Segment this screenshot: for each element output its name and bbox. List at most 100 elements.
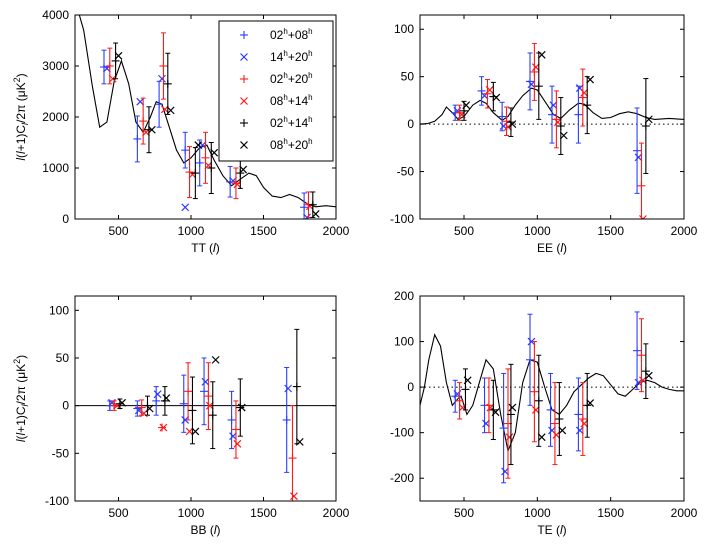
y-axis-label: l(l+1)Cl/2π (μK2) xyxy=(12,355,30,442)
data-point xyxy=(136,97,145,106)
data-point xyxy=(227,415,236,424)
x-axis-label: EE (l) xyxy=(537,241,567,255)
data-point xyxy=(295,437,304,446)
y-tick-label: 200 xyxy=(394,289,414,303)
data-point xyxy=(108,74,117,83)
data-point xyxy=(208,411,217,420)
data-point xyxy=(152,396,161,405)
legend-label: 14h+20h xyxy=(270,49,313,64)
y-tick-label: 0 xyxy=(62,212,69,226)
data-point xyxy=(644,115,653,124)
x-tick-label: 1000 xyxy=(524,506,551,520)
panel-tt: 500 1000 1500 2000 0 1000 2000 3000 4000 TT (l) l(… xyxy=(12,8,350,255)
x-tick-label: 2000 xyxy=(671,506,698,520)
data-point xyxy=(586,75,595,84)
plot-area xyxy=(75,328,336,501)
data-point xyxy=(155,100,164,109)
data-point xyxy=(526,77,534,86)
data-point xyxy=(210,148,219,157)
y-tick-label: 1000 xyxy=(42,161,69,175)
data-point xyxy=(461,385,470,394)
legend-item: 08h+20h xyxy=(240,137,313,152)
x-tick-label: 500 xyxy=(454,224,474,238)
y-tick-label: 0 xyxy=(407,117,414,131)
x-tick-label: 2000 xyxy=(323,224,350,238)
data-point xyxy=(308,200,317,209)
data-point xyxy=(233,180,242,189)
plot-area xyxy=(420,311,684,484)
data-point xyxy=(531,63,540,72)
data-point xyxy=(239,165,248,174)
legend-item: 02h+20h xyxy=(240,71,313,86)
y-tick-label: 50 xyxy=(401,70,415,84)
axes-frame xyxy=(419,295,685,502)
data-point xyxy=(181,146,190,155)
x-axis-label: TE (l) xyxy=(537,523,566,537)
data-point xyxy=(506,410,515,419)
data-point xyxy=(191,169,200,178)
x-tick-label: 1000 xyxy=(524,224,551,238)
x-tick-label: 1000 xyxy=(178,506,205,520)
x-tick-label: 500 xyxy=(454,506,474,520)
data-point xyxy=(491,408,500,417)
legend-box xyxy=(218,20,334,162)
data-point xyxy=(485,86,494,94)
data-point xyxy=(634,153,643,162)
data-point xyxy=(162,394,171,402)
data-point xyxy=(229,432,237,441)
data-point xyxy=(534,82,543,91)
data-point xyxy=(201,153,210,162)
legend-label: 02h+14h xyxy=(270,115,313,130)
data-point xyxy=(499,424,508,433)
y-tick-label: 100 xyxy=(394,22,414,36)
data-point xyxy=(204,392,213,401)
data-point xyxy=(537,433,546,442)
data-point xyxy=(508,120,517,129)
x-tick-label: 500 xyxy=(108,506,128,520)
axes-frame xyxy=(74,295,337,502)
x-tick-label: 2000 xyxy=(323,506,350,520)
data-point xyxy=(114,51,123,60)
data-point xyxy=(137,403,146,412)
x-tick-label: 500 xyxy=(108,224,128,238)
data-point xyxy=(179,399,188,408)
data-point xyxy=(236,403,245,412)
data-point xyxy=(583,101,592,110)
data-point xyxy=(574,110,583,119)
data-point xyxy=(160,396,169,405)
legend-marker xyxy=(240,97,248,105)
legend: 02h+08h 14h+20h 02h+20h 08h+14h 02h+14h 08h+2… xyxy=(218,20,334,162)
data-point xyxy=(477,86,486,95)
x-tick-label: 1500 xyxy=(250,506,277,520)
data-point xyxy=(207,164,216,172)
data-point xyxy=(639,215,647,219)
data-point xyxy=(105,62,114,70)
data-point xyxy=(559,131,568,140)
data-point xyxy=(163,79,172,88)
data-point xyxy=(181,203,190,212)
data-point xyxy=(546,405,555,414)
data-point xyxy=(508,403,517,412)
data-point xyxy=(556,122,565,131)
data-point xyxy=(100,63,108,72)
legend-item: 14h+20h xyxy=(240,49,313,64)
legend-item: 02h+14h xyxy=(240,115,313,130)
x-tick-label: 1500 xyxy=(250,224,277,238)
data-point xyxy=(482,419,490,428)
y-tick-label: 4000 xyxy=(42,8,69,22)
data-point xyxy=(534,396,543,405)
data-point xyxy=(191,427,200,436)
x-tick-label: 1500 xyxy=(597,224,624,238)
data-point xyxy=(552,431,561,439)
y-tick-label: -50 xyxy=(397,165,415,179)
data-point xyxy=(530,387,539,396)
data-point xyxy=(184,387,193,396)
legend-label: 08h+20h xyxy=(270,137,313,152)
data-point xyxy=(159,62,168,70)
data-point xyxy=(552,115,561,124)
legend-marker xyxy=(240,75,248,83)
y-tick-label: 3000 xyxy=(42,59,69,73)
data-point xyxy=(195,158,204,167)
plot-area xyxy=(420,42,684,219)
